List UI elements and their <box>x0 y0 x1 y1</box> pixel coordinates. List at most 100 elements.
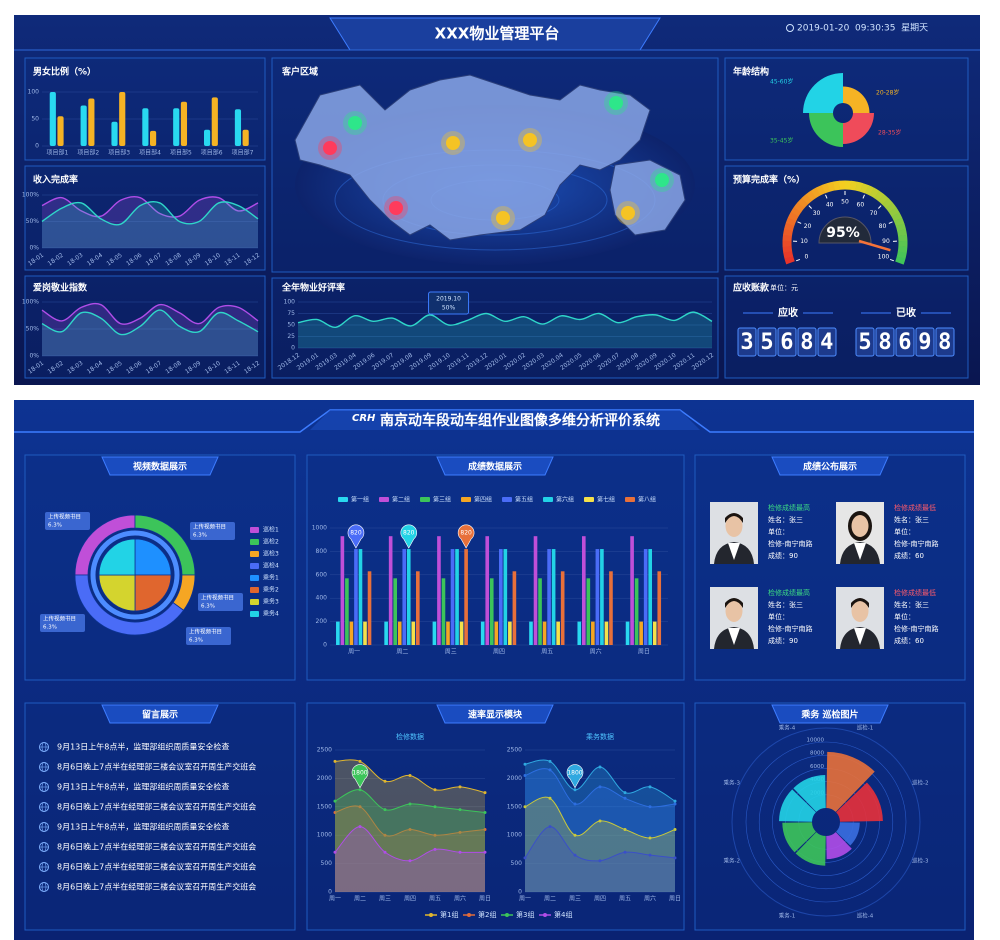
bar <box>411 621 416 645</box>
bar <box>508 621 512 645</box>
point <box>548 825 552 829</box>
digit-box <box>797 327 817 357</box>
point <box>648 836 652 840</box>
y-tick-label: 0 <box>35 143 39 150</box>
gauge-tick-label: 0 <box>805 254 809 261</box>
panel-title: 收入完成率 <box>33 174 78 186</box>
legend-label: 第1组 <box>440 910 458 919</box>
point <box>598 819 602 823</box>
bar <box>340 536 345 645</box>
point <box>433 805 437 809</box>
area <box>298 312 712 348</box>
tooltip <box>428 291 470 315</box>
legend-dot <box>543 913 547 917</box>
panel-tab <box>436 704 554 724</box>
bar <box>204 129 211 146</box>
photo-face <box>851 515 869 537</box>
point <box>433 847 437 851</box>
bar <box>591 621 595 645</box>
digit-box <box>777 327 797 357</box>
y-tick-label: 1000 <box>507 832 522 839</box>
point <box>648 785 652 789</box>
gauge-tick <box>889 258 895 262</box>
x-tick-label: 周二 <box>354 896 366 903</box>
point <box>623 850 627 854</box>
bar <box>211 97 218 146</box>
point <box>548 759 552 763</box>
point <box>573 833 577 837</box>
gauge-band <box>885 202 897 213</box>
annotation-value: 6.3% <box>189 638 203 644</box>
x-tick-label: 周二 <box>544 896 556 903</box>
annotation-box <box>198 593 243 611</box>
tooltip-value: 50% <box>442 305 456 312</box>
photo-hair <box>725 513 743 523</box>
point <box>358 788 362 792</box>
card-unit: 单位： <box>894 527 915 536</box>
card-dept: 检修-南宁南路 <box>894 624 939 633</box>
x-tick-label: 项目部1 <box>47 149 69 157</box>
y-tick-label: 1000 <box>312 525 327 532</box>
legend-swatch <box>543 497 553 502</box>
bar <box>657 571 662 645</box>
gauge-band <box>888 207 900 217</box>
bar <box>630 536 634 645</box>
pin <box>566 764 584 789</box>
legend-dot <box>505 913 509 917</box>
legend-swatch <box>625 497 635 502</box>
legend-label: 乘务2 <box>263 586 279 594</box>
y-tick-label: 1500 <box>507 803 522 810</box>
panel-title: 成绩公布展示 <box>803 461 857 473</box>
gauge-tick <box>795 258 801 262</box>
point <box>648 853 652 857</box>
point <box>383 833 387 837</box>
bar <box>634 578 639 645</box>
bar <box>547 549 551 645</box>
bar <box>560 571 565 645</box>
panel-title: 全年物业好评率 <box>281 282 345 294</box>
panel-title: 客户区域 <box>281 66 318 78</box>
bar <box>406 549 411 645</box>
legend-label: 第五组 <box>515 496 533 504</box>
y-tick-label: 800 <box>316 548 328 555</box>
panel <box>271 277 719 379</box>
pin <box>347 524 365 549</box>
line <box>41 302 259 325</box>
map-hotspot <box>389 201 403 215</box>
donut-segment <box>134 574 172 612</box>
card-name: 姓名：张三 <box>894 600 929 609</box>
y-tick-label: 100 <box>284 299 296 306</box>
x-tick-label: 周五 <box>619 896 631 903</box>
point <box>648 805 652 809</box>
legend-swatch <box>338 497 348 502</box>
area <box>335 826 485 892</box>
map-hotspot <box>523 133 537 147</box>
x-tick-label: 周一 <box>519 896 531 903</box>
legend-swatch <box>420 497 430 502</box>
y-tick-label: 2000 <box>317 775 332 782</box>
card-heading: 检修成绩最低 <box>894 503 936 512</box>
bar <box>639 621 643 645</box>
point <box>623 828 627 832</box>
panel-title: 爱岗敬业指数 <box>33 282 88 294</box>
gauge-band <box>787 211 799 222</box>
area <box>42 303 258 356</box>
polar-category: 乘务-3 <box>724 778 741 786</box>
y-tick-label: 2500 <box>317 747 332 754</box>
rose-sector <box>843 113 874 144</box>
x-tick-label: 周六 <box>590 648 602 656</box>
gauge-band <box>897 228 908 237</box>
bar <box>648 549 653 645</box>
bar <box>595 549 600 645</box>
card-score: 成绩：60 <box>894 636 924 645</box>
bar <box>455 549 459 645</box>
area <box>42 310 258 356</box>
legend-label: 巡检4 <box>263 562 279 570</box>
panel <box>724 275 969 379</box>
y-tick-label: 100% <box>22 299 39 306</box>
point <box>458 830 462 834</box>
gauge-tick <box>797 221 802 224</box>
legend-label: 乘务1 <box>263 574 279 582</box>
point <box>433 788 437 792</box>
